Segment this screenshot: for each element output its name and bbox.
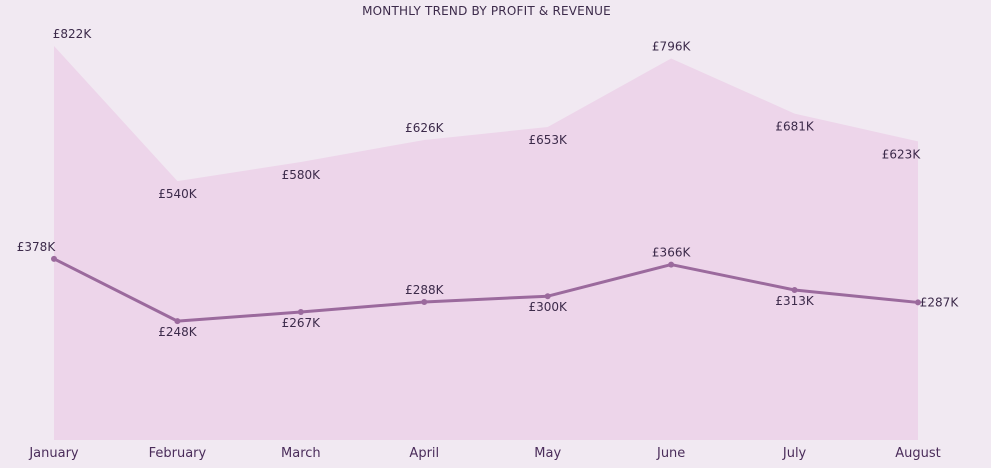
- profit-point: [668, 261, 675, 268]
- revenue-data-label: £626K: [405, 121, 445, 135]
- x-tick-label: February: [149, 446, 207, 461]
- profit-point: [791, 286, 798, 293]
- profit-point: [544, 293, 551, 300]
- x-tick-label: April: [409, 446, 439, 461]
- x-tick-label: June: [656, 446, 685, 461]
- profit-data-label: £288K: [405, 283, 445, 297]
- x-tick-label: March: [281, 446, 321, 461]
- profit-data-label: £378K: [17, 240, 57, 254]
- profit-data-label: £287K: [920, 295, 960, 309]
- revenue-data-label: £822K: [53, 27, 93, 41]
- profit-point: [51, 255, 57, 262]
- profit-point: [297, 309, 304, 316]
- chart-title: MONTHLY TREND BY PROFIT & REVENUE: [362, 4, 611, 18]
- profit-point: [915, 299, 921, 306]
- revenue-data-label: £540K: [158, 187, 198, 201]
- profit-point: [421, 298, 428, 305]
- profit-data-label: £300K: [529, 300, 569, 314]
- revenue-data-label: £653K: [529, 133, 569, 147]
- x-tick-label: July: [782, 446, 807, 461]
- x-tick-label: January: [28, 446, 79, 461]
- profit-line: [53, 257, 919, 323]
- revenue-data-label: £580K: [282, 168, 322, 182]
- profit-point: [174, 318, 181, 325]
- revenue-data-label: £623K: [882, 147, 922, 161]
- x-tick-label: August: [895, 446, 941, 461]
- profit-data-label: £267K: [282, 316, 322, 330]
- revenue-data-label: £796K: [652, 39, 692, 53]
- profit-data-label: £313K: [775, 294, 815, 308]
- revenue-area: [54, 46, 918, 440]
- profit-data-label: £366K: [652, 246, 692, 260]
- revenue-data-label: £681K: [775, 120, 815, 134]
- profit-data-label: £248K: [158, 325, 198, 339]
- x-tick-label: May: [534, 446, 561, 461]
